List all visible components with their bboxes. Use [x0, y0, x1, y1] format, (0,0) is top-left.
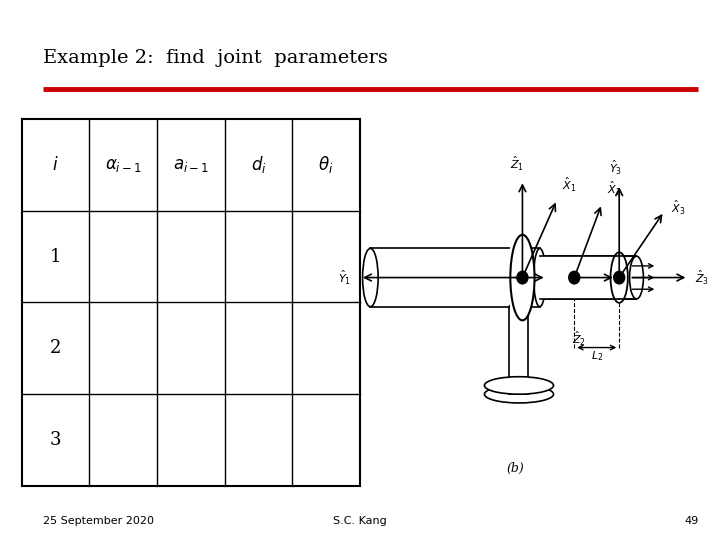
Text: 25 September 2020: 25 September 2020 — [43, 516, 154, 526]
Circle shape — [568, 271, 580, 285]
Ellipse shape — [629, 256, 644, 299]
Ellipse shape — [534, 248, 546, 307]
Bar — [540, 256, 636, 299]
Ellipse shape — [611, 252, 628, 303]
Text: 1: 1 — [50, 247, 61, 266]
Ellipse shape — [510, 303, 528, 310]
Text: S.C. Kang: S.C. Kang — [333, 516, 387, 526]
Bar — [370, 248, 540, 307]
Text: $\hat{Z}_2$: $\hat{Z}_2$ — [572, 330, 587, 348]
Text: $\hat{X}_3$: $\hat{X}_3$ — [671, 199, 685, 217]
Circle shape — [613, 271, 626, 285]
Text: $\hat{Z}_1$: $\hat{Z}_1$ — [510, 154, 524, 173]
Bar — [510, 307, 528, 394]
Text: $\hat{Z}_3$: $\hat{Z}_3$ — [696, 268, 709, 287]
Text: 2: 2 — [50, 339, 61, 357]
Text: $\theta_i$: $\theta_i$ — [318, 154, 334, 175]
Text: $\hat{X}_2$: $\hat{X}_2$ — [607, 180, 621, 198]
Circle shape — [516, 271, 528, 285]
Ellipse shape — [510, 235, 534, 320]
Text: $\hat{Y}_3$: $\hat{Y}_3$ — [609, 159, 622, 177]
Text: $\hat{Y}_1$: $\hat{Y}_1$ — [338, 268, 351, 287]
Text: $i$: $i$ — [52, 156, 59, 174]
Text: (b): (b) — [507, 462, 524, 475]
Text: $d_i$: $d_i$ — [251, 154, 266, 175]
Bar — [510, 235, 523, 320]
Text: 49: 49 — [684, 516, 698, 526]
Ellipse shape — [485, 377, 554, 394]
Ellipse shape — [363, 248, 378, 307]
Text: $L_2$: $L_2$ — [590, 349, 603, 363]
Text: 3: 3 — [50, 431, 61, 449]
Text: Example 2:  find  joint  parameters: Example 2: find joint parameters — [43, 49, 388, 66]
Text: $\alpha_{i-1}$: $\alpha_{i-1}$ — [104, 156, 142, 174]
Ellipse shape — [485, 386, 554, 403]
Bar — [540, 256, 619, 299]
Text: $a_{i-1}$: $a_{i-1}$ — [173, 156, 209, 174]
Text: $\hat{X}_1$: $\hat{X}_1$ — [562, 176, 577, 194]
